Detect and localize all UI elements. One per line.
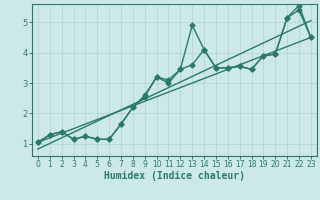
X-axis label: Humidex (Indice chaleur): Humidex (Indice chaleur) [104, 171, 245, 181]
